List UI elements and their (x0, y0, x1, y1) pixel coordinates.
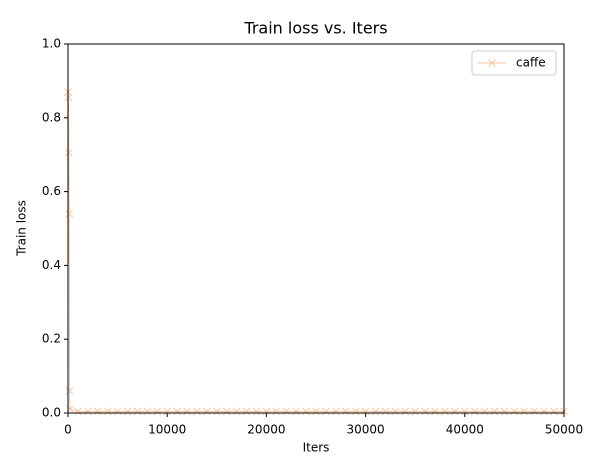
marker (500, 407, 509, 416)
marker (490, 407, 499, 416)
marker (341, 407, 350, 416)
marker (143, 407, 152, 416)
marker (123, 407, 132, 416)
y-axis-label: Train loss (15, 200, 29, 257)
marker (460, 407, 469, 416)
y-tick-label: 0.0 (42, 406, 61, 420)
marker (65, 387, 74, 395)
marker (312, 407, 320, 416)
marker (441, 407, 449, 416)
marker (451, 407, 459, 416)
marker (411, 407, 420, 416)
y-tick-label: 1.0 (42, 37, 61, 51)
marker (371, 407, 380, 416)
marker (252, 407, 261, 416)
marker (530, 407, 539, 416)
marker (74, 407, 82, 416)
marker (510, 407, 519, 416)
marker (421, 407, 429, 416)
legend-marker (488, 59, 496, 67)
marker (470, 407, 479, 416)
marker (351, 407, 360, 416)
marker (64, 149, 73, 157)
series-line (67, 91, 564, 413)
marker (103, 407, 112, 416)
marker (93, 407, 102, 416)
marker (282, 407, 291, 416)
marker (232, 407, 241, 416)
marker (183, 407, 191, 416)
x-tick-label: 20000 (247, 423, 285, 437)
marker (173, 407, 181, 416)
marker (401, 407, 410, 416)
marker (83, 407, 92, 416)
marker (242, 407, 251, 416)
marker (540, 407, 549, 416)
legend-box (471, 50, 557, 76)
plot-frame (67, 43, 565, 414)
marker (480, 407, 489, 416)
marker (381, 407, 390, 416)
marker (331, 407, 340, 416)
y-tick-label: 0.4 (42, 258, 61, 272)
marker (361, 407, 370, 416)
legend-label: caffe (516, 56, 546, 70)
y-tick-label: 0.8 (42, 110, 61, 124)
marker (322, 407, 330, 416)
marker (65, 209, 74, 218)
marker (203, 407, 211, 416)
marker (272, 407, 281, 416)
marker (193, 407, 201, 416)
x-tick-label: 50000 (545, 423, 583, 437)
x-axis-label: Iters (303, 441, 330, 455)
x-tick-label: 40000 (446, 423, 484, 437)
marker (222, 407, 231, 416)
x-tick-label: 10000 (148, 423, 186, 437)
y-tick-label: 0.6 (42, 184, 61, 198)
marker (163, 407, 172, 416)
marker (431, 407, 439, 416)
marker (520, 407, 529, 416)
marker (391, 407, 400, 416)
y-tick-label: 0.2 (42, 332, 61, 346)
x-tick-label: 0 (64, 423, 72, 437)
chart-title: Train loss vs. Iters (243, 19, 387, 38)
marker (212, 407, 221, 416)
marker (153, 407, 162, 416)
marker (133, 407, 142, 416)
x-tick-label: 30000 (347, 423, 385, 437)
marker (302, 407, 310, 416)
marker (262, 407, 271, 416)
marker (550, 407, 558, 416)
marker (113, 407, 122, 416)
marker (292, 407, 301, 416)
